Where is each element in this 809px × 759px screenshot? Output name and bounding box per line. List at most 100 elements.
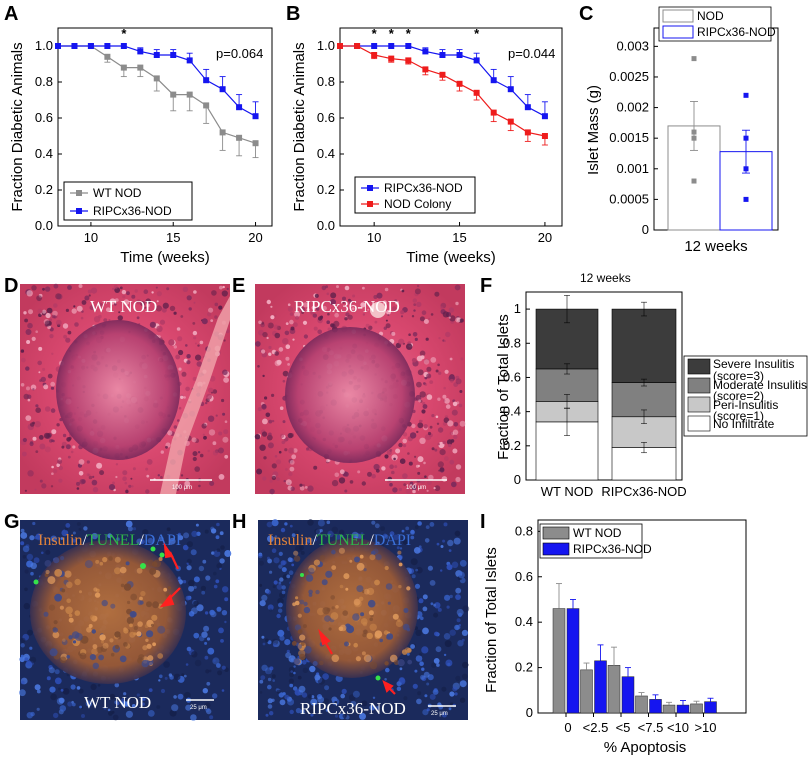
tissue-cell xyxy=(288,471,293,477)
tissue-cell xyxy=(204,641,208,645)
tissue-cell xyxy=(285,479,292,486)
tissue-cell xyxy=(271,475,277,481)
tissue-cell xyxy=(307,485,314,492)
tissue-cell xyxy=(352,294,356,298)
tissue-cell xyxy=(415,629,422,636)
tissue-cell xyxy=(429,425,433,429)
tissue-cell xyxy=(257,553,263,559)
tissue-cell xyxy=(136,693,140,697)
tissue-cell xyxy=(336,285,339,289)
tissue-cell xyxy=(114,682,120,688)
tissue-cell xyxy=(34,535,38,540)
tissue-cell xyxy=(168,339,175,346)
tissue-cell xyxy=(222,412,226,416)
insulin-islet xyxy=(30,540,186,684)
tissue-cell xyxy=(148,688,153,692)
y-tick-label: 0.001 xyxy=(616,161,649,176)
tissue-cell xyxy=(292,338,295,341)
tissue-cell xyxy=(54,677,62,685)
tissue-cell xyxy=(222,586,229,593)
tissue-cell xyxy=(207,647,215,655)
tissue-cell xyxy=(415,464,420,468)
tissue-cell xyxy=(131,485,134,488)
tissue-cell xyxy=(302,667,309,673)
tissue-cell xyxy=(448,549,452,552)
tissue-cell xyxy=(22,555,27,559)
tissue-cell xyxy=(368,325,373,330)
tissue-cell xyxy=(50,381,56,387)
tissue-cell xyxy=(453,537,461,545)
tissue-cell xyxy=(259,691,263,694)
tissue-cell xyxy=(461,673,468,680)
tissue-cell xyxy=(451,409,458,416)
tissue-cell xyxy=(123,628,129,634)
tissue-cell xyxy=(129,623,133,628)
tissue-cell xyxy=(29,656,37,663)
tissue-cell xyxy=(109,638,114,643)
tissue-cell xyxy=(416,301,422,308)
tissue-cell xyxy=(30,422,35,427)
tissue-cell xyxy=(20,383,25,387)
tissue-cell xyxy=(398,487,402,492)
tissue-cell xyxy=(437,461,444,468)
tissue-cell xyxy=(23,602,30,610)
tissue-cell xyxy=(78,471,84,476)
y-tick-label: 0.8 xyxy=(317,74,335,89)
tissue-cell xyxy=(342,713,347,719)
tissue-cell xyxy=(99,634,106,641)
tissue-cell xyxy=(449,629,456,636)
tissue-cell xyxy=(141,696,146,701)
tissue-cell xyxy=(159,674,163,679)
tissue-cell xyxy=(219,531,224,536)
tissue-cell xyxy=(25,366,30,371)
tissue-cell xyxy=(205,669,210,674)
tissue-cell xyxy=(414,525,419,530)
tissue-cell xyxy=(273,324,279,330)
tissue-cell xyxy=(266,556,270,560)
tissue-cell xyxy=(26,340,31,344)
tissue-cell xyxy=(140,590,146,597)
arrow-head xyxy=(163,542,174,559)
panel-letter-f: F xyxy=(480,275,492,297)
tissue-cell xyxy=(368,610,374,616)
tunel-dot xyxy=(159,552,165,558)
tissue-cell xyxy=(398,562,403,567)
tissue-cell xyxy=(266,589,271,595)
tissue-cell xyxy=(177,336,183,342)
y-tick-label: 0.6 xyxy=(317,110,335,125)
tissue-cell xyxy=(423,319,429,324)
tissue-cell xyxy=(58,478,63,483)
image-label: RIPCx36-NOD xyxy=(294,297,400,316)
chart-title: 12 weeks xyxy=(580,271,631,285)
tissue-cell xyxy=(287,306,293,312)
tissue-cell xyxy=(208,387,214,393)
tissue-cell xyxy=(185,386,190,392)
tissue-cell xyxy=(303,334,308,339)
tissue-cell xyxy=(30,571,34,576)
tissue-cell xyxy=(444,398,450,404)
tissue-cell xyxy=(56,463,60,468)
data-point xyxy=(691,178,697,184)
scale-label: 100 μm xyxy=(172,485,192,491)
tissue-cell xyxy=(331,606,335,610)
tissue-cell xyxy=(268,432,272,437)
tissue-cell xyxy=(415,568,419,572)
tissue-cell xyxy=(322,607,330,615)
tissue-cell xyxy=(269,666,274,671)
legend-swatch-none xyxy=(687,415,711,432)
tissue-cell xyxy=(76,522,81,526)
tissue-cell xyxy=(202,433,205,436)
tunel-dot xyxy=(375,675,381,681)
tissue-cell xyxy=(278,608,283,613)
tissue-cell xyxy=(293,665,296,668)
tissue-cell xyxy=(188,585,195,592)
tissue-cell xyxy=(426,366,432,372)
tissue-cell xyxy=(455,378,462,385)
tissue-cell xyxy=(115,475,118,479)
tissue-cell xyxy=(86,460,90,464)
tissue-cell xyxy=(456,401,460,405)
tissue-cell xyxy=(372,696,376,699)
tissue-cell xyxy=(35,407,41,414)
tissue-cell xyxy=(259,583,263,587)
y-tick-label: 0.0025 xyxy=(609,69,649,84)
